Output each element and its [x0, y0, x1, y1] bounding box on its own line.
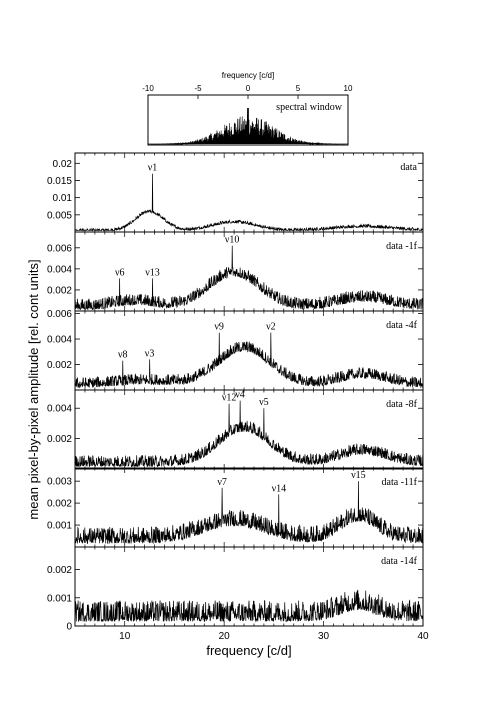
- panel-3-label: data -4f: [386, 320, 417, 331]
- panel-4-label: data -8f: [386, 399, 417, 410]
- y-tick-label: 0.002: [47, 360, 72, 371]
- y-tick-label: 0.002: [47, 499, 72, 510]
- x-tick-label: 30: [318, 631, 330, 642]
- peak-label-ν12: ν12: [222, 393, 237, 404]
- y-tick-label: 0.02: [53, 159, 73, 170]
- panel-5-label: data -11f: [382, 477, 418, 488]
- spectral-window-label: spectral window: [276, 102, 343, 113]
- panel-5: 0.001 0.002 0.003 data -11f ν7 ν14 ν15: [47, 467, 424, 548]
- y-tick-label: 0.003: [47, 477, 72, 488]
- panel-6-label: data -14f: [381, 556, 417, 567]
- panel-5-trace: [75, 481, 423, 545]
- x-tick-label: 10: [119, 631, 131, 642]
- peak-label-ν10: ν10: [225, 235, 240, 246]
- spectral-window-trace: [147, 107, 349, 146]
- y-tick-label: 0.002: [47, 565, 72, 576]
- panel-2-label: data -1f: [386, 241, 417, 252]
- y-axis-label: mean pixel-by-pixel amplitude [rel. cont…: [26, 259, 41, 519]
- panel-6-trace: [75, 589, 423, 623]
- peak-label-ν5: ν5: [259, 397, 269, 408]
- peak-label-ν6: ν6: [115, 267, 125, 278]
- y-tick-label: 0.015: [47, 176, 72, 187]
- panel-6: 0 0.001 0.002 data -14f: [47, 546, 424, 633]
- peak-label-ν4: ν4: [235, 390, 245, 401]
- panel-2-trace: [75, 245, 423, 311]
- panel-3-trace: [75, 332, 423, 389]
- panel-6-frame: [74, 546, 424, 627]
- y-tick-label: 0.006: [47, 309, 72, 320]
- y-tick-label: 0: [66, 622, 72, 633]
- y-tick-label: 0.001: [47, 521, 72, 532]
- y-tick-label: 0.002: [47, 285, 72, 296]
- y-tick-label: 0.004: [47, 264, 72, 275]
- y-tick-label: 0.006: [47, 243, 72, 254]
- peak-label-ν3: ν3: [145, 348, 155, 359]
- panel-2: 0.002 0.004 0.006 data -1f ν6 ν13 ν10: [47, 231, 424, 312]
- panel-1-label: data: [400, 162, 417, 173]
- spectral-window-tick-label: 10: [344, 84, 353, 93]
- spectral-window-tick-label: -5: [194, 84, 202, 93]
- peak-label-ν1: ν1: [148, 163, 158, 174]
- panel-1: 0.005 0.01 0.015 0.02 data ν1: [47, 152, 424, 233]
- panel-4-frame: [74, 389, 424, 470]
- peak-label-ν8: ν8: [118, 350, 128, 361]
- panel-1-trace: [75, 173, 423, 232]
- spectral-window-xlabel: frequency [c/d]: [222, 71, 274, 80]
- x-tick-label: 20: [219, 631, 231, 642]
- peak-label-ν14: ν14: [272, 483, 287, 494]
- y-tick-label: 0.001: [47, 593, 72, 604]
- peak-label-ν13: ν13: [145, 267, 160, 278]
- peak-label-ν7: ν7: [217, 477, 227, 488]
- panel-4-trace: [75, 400, 423, 468]
- panel-3: 0.002 0.004 0.006 data -4f ν8 ν3 ν9 ν2: [47, 309, 424, 391]
- y-tick-label: 0.002: [47, 434, 72, 445]
- peak-label-ν9: ν9: [214, 322, 224, 333]
- y-tick-label: 0.005: [47, 210, 72, 221]
- peak-label-ν2: ν2: [266, 322, 276, 333]
- peak-label-ν15: ν15: [351, 470, 366, 481]
- y-tick-label: 0.01: [53, 193, 73, 204]
- spectral-window-tick-label: 0: [246, 84, 251, 93]
- x-axis-label: frequency [c/d]: [206, 643, 291, 658]
- x-tick-label: 40: [417, 631, 429, 642]
- panel-1-frame: [74, 152, 424, 233]
- spectral-window-tick-label: -10: [142, 84, 154, 93]
- y-tick-label: 0.004: [47, 335, 72, 346]
- spectral-window-tick-label: 5: [296, 84, 301, 93]
- y-tick-label: 0.004: [47, 404, 72, 415]
